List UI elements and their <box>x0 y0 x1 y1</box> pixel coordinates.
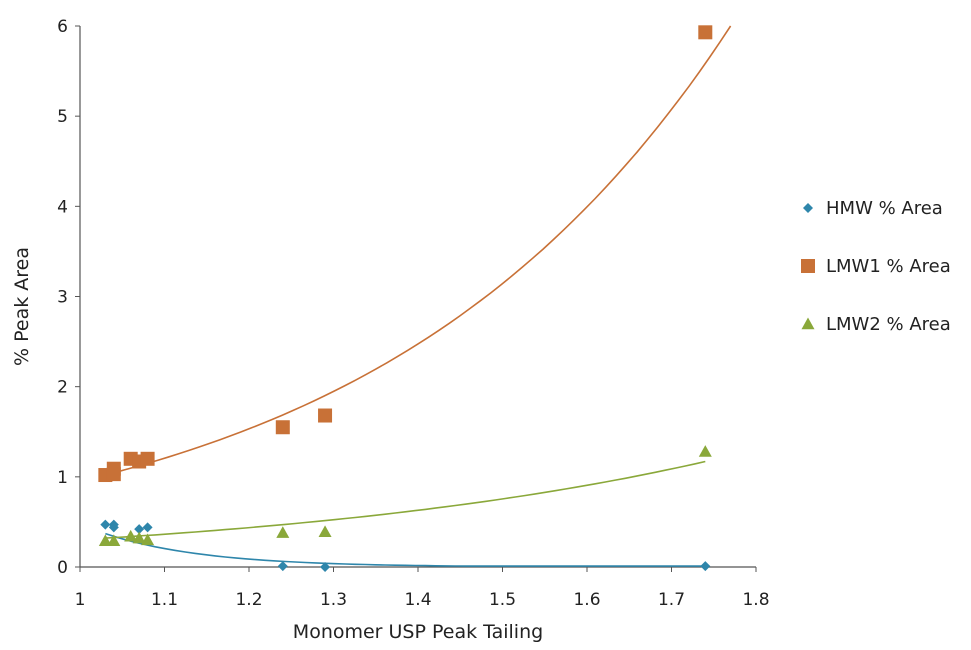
data-point-series-3 <box>107 534 121 547</box>
x-tick-label: 1 <box>75 590 86 610</box>
data-point-series-1 <box>134 524 145 535</box>
trendline-series-2 <box>105 25 732 476</box>
legend: HMW % Area LMW1 % Area LMW2 % Area <box>801 198 951 335</box>
data-point-series-3 <box>141 533 155 546</box>
data-point-series-2 <box>318 408 333 423</box>
y-tick-label: 5 <box>57 107 68 127</box>
axes <box>79 26 756 568</box>
data-point-series-2 <box>140 451 155 466</box>
data-point-series-3 <box>276 526 290 538</box>
legend-label: HMW % Area <box>826 198 943 219</box>
legend-marker-series-2 <box>801 259 815 273</box>
x-tick-label: 1.5 <box>489 590 516 610</box>
x-tick-label: 1.6 <box>573 590 600 610</box>
x-tick-label: 1.1 <box>151 590 178 610</box>
data-point-series-1 <box>700 561 711 572</box>
y-tick-label: 0 <box>57 558 68 578</box>
x-tick-label: 1.8 <box>742 590 769 610</box>
data-point-series-3 <box>132 531 146 544</box>
data-point-series-1 <box>320 562 331 572</box>
data-point-series-2 <box>698 25 713 40</box>
x-axis-title: Monomer USP Peak Tailing <box>293 621 543 643</box>
data-point-series-3 <box>698 445 712 457</box>
data-point-series-1 <box>142 522 153 533</box>
data-points <box>98 25 713 572</box>
x-tick-label: 1.3 <box>320 590 347 610</box>
data-point-series-1 <box>277 561 288 572</box>
data-point-series-2 <box>275 420 290 435</box>
data-point-series-1 <box>108 522 119 533</box>
data-point-series-2 <box>106 467 121 482</box>
trendline-series-3 <box>105 460 706 539</box>
legend-label: LMW2 % Area <box>826 314 951 335</box>
data-point-series-3 <box>124 529 138 542</box>
trendline-series-1 <box>105 532 706 567</box>
y-axis-title: % Peak Area <box>11 247 33 366</box>
y-tick-label: 1 <box>57 468 68 488</box>
data-point-series-1 <box>100 519 111 530</box>
x-tick-label: 1.4 <box>404 590 431 610</box>
y-tick-label: 2 <box>57 378 68 398</box>
y-tick-label: 6 <box>57 17 68 37</box>
y-tick-label: 4 <box>57 197 68 217</box>
x-tick-label: 1.7 <box>658 590 685 610</box>
legend-marker-series-1 <box>803 203 813 213</box>
legend-label: LMW1 % Area <box>826 256 951 277</box>
x-tick-label: 1.2 <box>235 590 262 610</box>
data-point-series-3 <box>318 525 332 538</box>
data-point-series-3 <box>98 534 112 547</box>
y-tick-label: 3 <box>57 288 68 308</box>
trendlines <box>105 25 732 567</box>
legend-marker-series-3 <box>801 317 815 330</box>
